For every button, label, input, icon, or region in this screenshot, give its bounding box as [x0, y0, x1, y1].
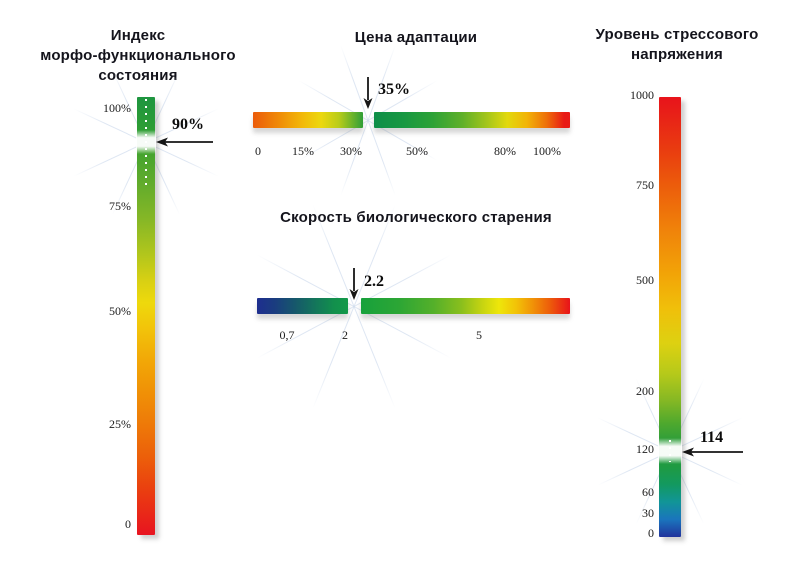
tick-label: 0,7 [279, 328, 295, 342]
tick-label: 75% [109, 199, 131, 213]
tick-label: 25% [109, 417, 131, 431]
title-line: напряжения [631, 46, 723, 63]
tick-label: 30% [340, 144, 362, 158]
tick-label: 200 [636, 384, 654, 398]
title-line: состояния [98, 67, 178, 84]
tick-label: 2 [342, 328, 348, 342]
tick-label: 50% [406, 144, 428, 158]
gradient-scale-bar [659, 97, 681, 537]
chart-title: Цена адаптации [354, 29, 478, 46]
title-line: Индекс [110, 27, 166, 44]
marker-value: 114 [700, 429, 724, 446]
tick-label: 1000 [630, 88, 654, 102]
tick-label: 30 [642, 506, 654, 520]
tick-label: 100% [533, 144, 561, 158]
gradient-scale-bar-right [361, 298, 570, 314]
tick-label: 60 [642, 485, 654, 499]
marker-value: 2.2 [364, 273, 384, 290]
tick-label: 120 [636, 442, 654, 456]
chart-title: Скорость биологического старения [280, 209, 552, 226]
down-arrow-icon [349, 268, 359, 300]
left-arrow-icon [156, 137, 213, 147]
marker-value: 90% [172, 116, 204, 133]
tick-label: 50% [109, 304, 131, 318]
dotted-guide-line [145, 99, 147, 185]
marker-value: 35% [378, 81, 410, 98]
gradient-scale-bar [137, 97, 155, 535]
gradient-scale-bar-right [374, 112, 570, 128]
chart-title: Уровень стрессового напряжения [572, 25, 782, 65]
gradient-scale-bar-left [253, 112, 363, 128]
title-line: морфо-функционального [40, 47, 236, 64]
tick-label: 0 [125, 517, 131, 531]
tick-label: 500 [636, 273, 654, 287]
tick-label: 0 [648, 526, 654, 540]
tick-label: 80% [494, 144, 516, 158]
tick-label: 15% [292, 144, 314, 158]
tick-label: 750 [636, 178, 654, 192]
tick-label: 0 [255, 144, 261, 158]
dotted-guide-line [669, 440, 671, 462]
tick-label: 100% [103, 101, 131, 115]
gradient-scale-bar-left [257, 298, 348, 314]
down-arrow-icon [363, 77, 373, 109]
title-line: Уровень стрессового [595, 26, 759, 43]
tick-label: 5 [476, 328, 482, 342]
chart-title: Индекс морфо-функционального состояния [8, 26, 268, 86]
left-arrow-icon [682, 447, 743, 457]
